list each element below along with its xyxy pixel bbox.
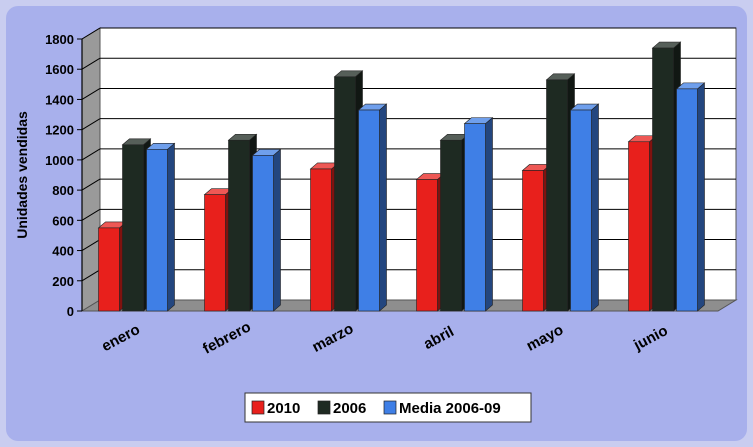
bar — [251, 148, 282, 312]
y-tick-label: 1400 — [45, 92, 74, 107]
bar-front — [122, 144, 144, 312]
x-tick-label: mayo — [524, 321, 567, 354]
bar-front — [334, 76, 356, 312]
bar — [463, 116, 494, 312]
bar-side — [591, 103, 599, 312]
gridline-side — [81, 208, 101, 221]
bar-side — [379, 103, 387, 312]
bar-front — [546, 79, 568, 312]
y-tick-label: 400 — [52, 244, 74, 259]
x-tick-label: marzo — [309, 320, 356, 356]
gridline-side — [81, 239, 101, 251]
bar-side — [273, 148, 281, 312]
x-tick-label: febrero — [200, 318, 254, 357]
gridline-side — [81, 88, 101, 100]
bar-side — [167, 142, 175, 312]
legend-swatch — [251, 400, 265, 415]
bar-front — [628, 141, 650, 312]
bar-front — [98, 227, 120, 312]
y-tick-label: 1200 — [45, 123, 74, 138]
bar-front — [676, 88, 698, 312]
bar-front — [652, 47, 674, 312]
bar-front — [146, 149, 168, 312]
bar-side — [697, 82, 705, 312]
y-tick-label: 1000 — [45, 153, 74, 168]
gridline-side — [81, 148, 101, 161]
gridline-side — [81, 57, 101, 70]
legend: 2010 2006 Media 2006-09 — [244, 392, 532, 423]
y-tick-label: 200 — [52, 274, 74, 289]
bar-front — [570, 109, 592, 312]
legend-item: 2010 — [251, 400, 300, 417]
bar-side — [485, 116, 493, 312]
bar-front — [440, 139, 462, 312]
y-tick-label: 600 — [52, 213, 74, 228]
bars-layer — [97, 41, 706, 312]
bar — [145, 142, 176, 312]
bar-front — [252, 155, 274, 312]
x-tick-label: abril — [421, 323, 457, 353]
x-tick-label: junio — [630, 322, 670, 354]
bar-front — [358, 109, 380, 312]
bar-front — [310, 168, 332, 312]
bar-front — [464, 123, 486, 312]
gridline-side — [81, 178, 101, 191]
legend-item: Media 2006-09 — [383, 400, 501, 417]
gridline-side — [81, 27, 101, 40]
bar-front — [228, 139, 250, 312]
y-axis-label: Unidades vendidas — [14, 111, 30, 239]
bar-front — [416, 179, 438, 312]
y-tick-label: 1600 — [45, 62, 74, 77]
legend-label: 2010 — [267, 400, 300, 417]
y-tick-label: 0 — [67, 304, 74, 319]
legend-swatch — [383, 400, 397, 415]
legend-item: 2006 — [317, 400, 366, 417]
legend-swatch — [317, 400, 331, 415]
gridline-side — [81, 269, 101, 282]
legend-label: Media 2006-09 — [399, 400, 501, 417]
bar-front — [204, 194, 226, 312]
y-tick-label: 1800 — [45, 32, 74, 47]
gridline-side — [81, 118, 101, 131]
bar — [675, 82, 706, 312]
legend-label: 2006 — [333, 400, 366, 417]
bar — [569, 103, 600, 312]
bar — [357, 103, 388, 312]
side-wall — [81, 27, 101, 312]
bar-front — [522, 170, 544, 312]
y-tick-label: 800 — [52, 183, 74, 198]
x-tick-label: enero — [99, 321, 143, 355]
